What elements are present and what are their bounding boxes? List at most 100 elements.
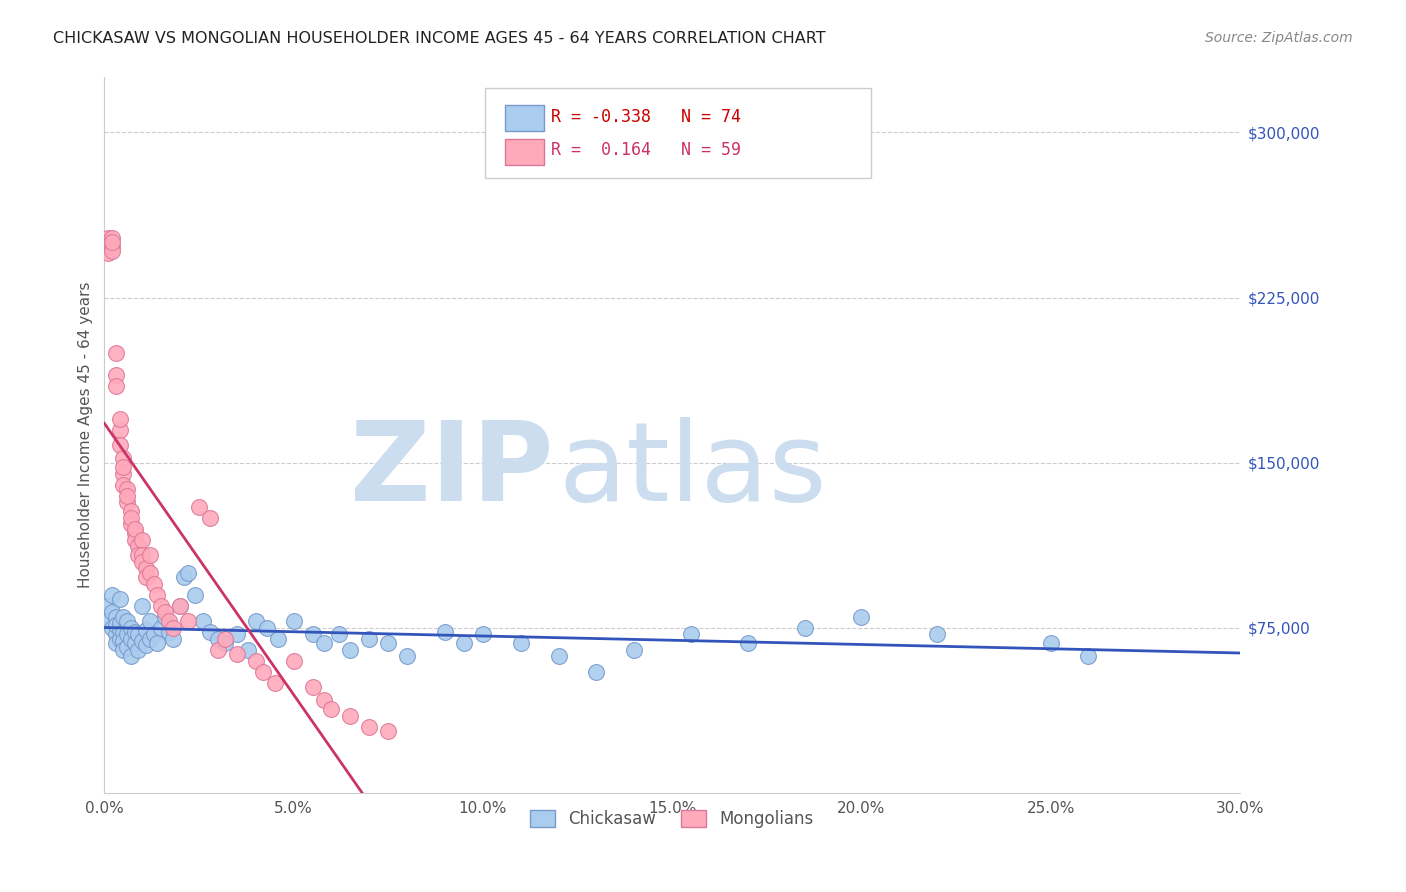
Point <box>173 570 195 584</box>
Point <box>312 693 335 707</box>
Point <box>115 627 138 641</box>
Point <box>101 231 124 245</box>
Point <box>150 599 173 613</box>
Point <box>112 633 135 648</box>
Point <box>135 561 157 575</box>
Point <box>97 614 120 628</box>
Point <box>139 632 162 646</box>
Point <box>146 588 169 602</box>
Point <box>162 621 184 635</box>
Point <box>377 724 399 739</box>
Point <box>207 632 229 646</box>
Point <box>245 654 267 668</box>
Text: CHICKASAW VS MONGOLIAN HOUSEHOLDER INCOME AGES 45 - 64 YEARS CORRELATION CHART: CHICKASAW VS MONGOLIAN HOUSEHOLDER INCOM… <box>53 31 827 46</box>
Point <box>104 636 127 650</box>
Point <box>112 625 135 640</box>
Point <box>263 675 285 690</box>
Point <box>131 548 153 562</box>
Point <box>139 548 162 562</box>
Point <box>115 640 138 655</box>
Point <box>124 522 146 536</box>
Point <box>139 566 162 580</box>
Point <box>139 614 162 628</box>
Point <box>153 609 176 624</box>
Point <box>396 649 419 664</box>
Point <box>112 609 135 624</box>
Point <box>112 477 135 491</box>
Point <box>434 625 457 640</box>
Point <box>359 720 381 734</box>
Point <box>124 526 146 541</box>
Point <box>623 642 645 657</box>
Point <box>267 632 290 646</box>
FancyBboxPatch shape <box>485 88 870 178</box>
Point <box>104 609 127 624</box>
Point <box>312 636 335 650</box>
Point <box>112 459 135 474</box>
Point <box>127 539 149 553</box>
Point <box>97 240 120 254</box>
Point <box>131 633 153 648</box>
Point <box>252 665 274 679</box>
Point <box>585 665 607 679</box>
Point <box>101 588 124 602</box>
Point <box>120 649 142 664</box>
Point <box>135 638 157 652</box>
Point <box>509 636 531 650</box>
Point <box>131 555 153 569</box>
Point <box>97 246 120 260</box>
Point <box>115 482 138 496</box>
Point <box>115 495 138 509</box>
Point <box>142 576 165 591</box>
Point <box>339 642 361 657</box>
Point <box>104 378 127 392</box>
Text: ZIP: ZIP <box>350 417 553 524</box>
Point <box>301 680 323 694</box>
Point <box>359 632 381 646</box>
Point <box>188 500 211 514</box>
Point <box>135 623 157 637</box>
Point <box>200 625 222 640</box>
Point <box>238 642 260 657</box>
Point <box>851 609 873 624</box>
Point <box>108 411 131 425</box>
Point <box>127 548 149 562</box>
Point <box>169 599 191 613</box>
Point <box>169 599 191 613</box>
Point <box>153 605 176 619</box>
Point <box>115 489 138 503</box>
Point <box>101 621 124 635</box>
Point <box>124 636 146 650</box>
Point <box>339 708 361 723</box>
Point <box>301 627 323 641</box>
Point <box>108 623 131 637</box>
Point <box>146 636 169 650</box>
Point <box>104 345 127 359</box>
Point <box>101 605 124 619</box>
Point <box>120 504 142 518</box>
Point <box>162 632 184 646</box>
Point <box>104 368 127 382</box>
FancyBboxPatch shape <box>505 105 544 131</box>
Point <box>112 642 135 657</box>
Point <box>256 621 278 635</box>
Point <box>214 636 236 650</box>
Point <box>142 627 165 641</box>
Point <box>328 627 350 641</box>
Point <box>108 632 131 646</box>
Point <box>97 599 120 613</box>
Point <box>225 647 247 661</box>
Point <box>120 621 142 635</box>
Point <box>1039 636 1062 650</box>
Point <box>150 621 173 635</box>
Point <box>120 510 142 524</box>
Point <box>157 614 180 628</box>
Point <box>214 632 236 646</box>
Point <box>101 240 124 254</box>
Text: R =  0.164   N = 59: R = 0.164 N = 59 <box>551 142 741 160</box>
Point <box>108 592 131 607</box>
Text: R = -0.338   N = 74: R = -0.338 N = 74 <box>551 108 741 126</box>
Point <box>176 566 198 580</box>
Point <box>120 632 142 646</box>
Point <box>124 625 146 640</box>
